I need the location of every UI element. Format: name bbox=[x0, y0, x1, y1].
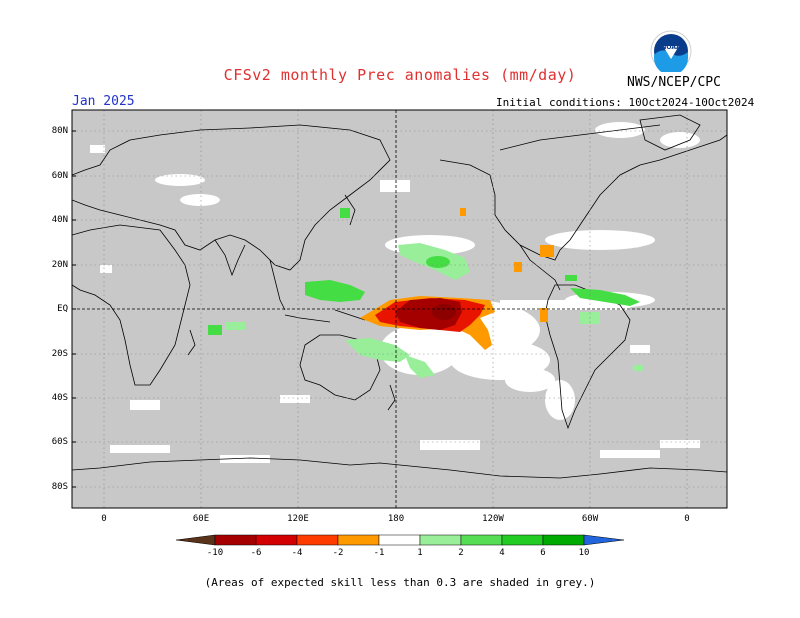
logo-text: NOAA bbox=[661, 44, 681, 51]
initial-conditions: Initial conditions: 10Oct2024-10Oct2024 bbox=[496, 96, 755, 109]
lat-label-eq: EQ bbox=[57, 304, 68, 314]
anomaly-shading bbox=[208, 208, 643, 378]
colorbar-tick-label: -10 bbox=[206, 548, 224, 558]
chart-title: CFSv2 monthly Prec anomalies (mm/day) bbox=[223, 66, 577, 84]
lat-label-40n: 40N bbox=[51, 215, 68, 225]
lon-label-0: 0 bbox=[101, 514, 107, 524]
lat-label-60n: 60N bbox=[51, 171, 68, 181]
lon-label-180: 180 bbox=[387, 514, 405, 524]
colorbar-tick-label: 4 bbox=[499, 548, 505, 558]
colorbar-tick-label: 6 bbox=[540, 548, 546, 558]
lon-label-0-east: 0 bbox=[684, 514, 690, 524]
noaa-logo: NOAA bbox=[650, 30, 692, 72]
lat-label-20n: 20N bbox=[51, 260, 68, 270]
skill-footnote: (Areas of expected skill less than 0.3 a… bbox=[204, 576, 596, 589]
forecast-month: Jan 2025 bbox=[72, 94, 135, 109]
colorbar-tick-label: 10 bbox=[578, 548, 590, 558]
colorbar-tick-label: -2 bbox=[332, 548, 344, 558]
lat-label-80s: 80S bbox=[51, 482, 68, 492]
lat-label-80n: 80N bbox=[51, 126, 68, 136]
lon-label-120e: 120E bbox=[287, 514, 309, 524]
agency-label: NWS/NCEP/CPC bbox=[627, 75, 721, 90]
colorbar-tick-label: 1 bbox=[417, 548, 423, 558]
anomaly-region-caribbean-dry bbox=[540, 245, 554, 257]
lat-label-20s: 20S bbox=[51, 349, 68, 359]
anomaly-region-south-pacific-wet bbox=[345, 338, 410, 362]
colorbar-tick-label: -1 bbox=[373, 548, 385, 558]
anomaly-region-west-pacific-wet bbox=[305, 280, 365, 302]
anomaly-region-amazon-wet bbox=[570, 288, 640, 306]
lat-label-60s: 60S bbox=[51, 437, 68, 447]
lat-label-40s: 40S bbox=[51, 393, 68, 403]
coastlines bbox=[72, 114, 727, 479]
colorbar-tick-label: 2 bbox=[458, 548, 464, 558]
lon-label-60e: 60E bbox=[192, 514, 210, 524]
lon-label-120w: 120W bbox=[482, 514, 504, 524]
colorbar-tick-label: -4 bbox=[291, 548, 303, 558]
colorbar-tick-label: -6 bbox=[250, 548, 262, 558]
lon-label-60w: 60W bbox=[581, 514, 599, 524]
